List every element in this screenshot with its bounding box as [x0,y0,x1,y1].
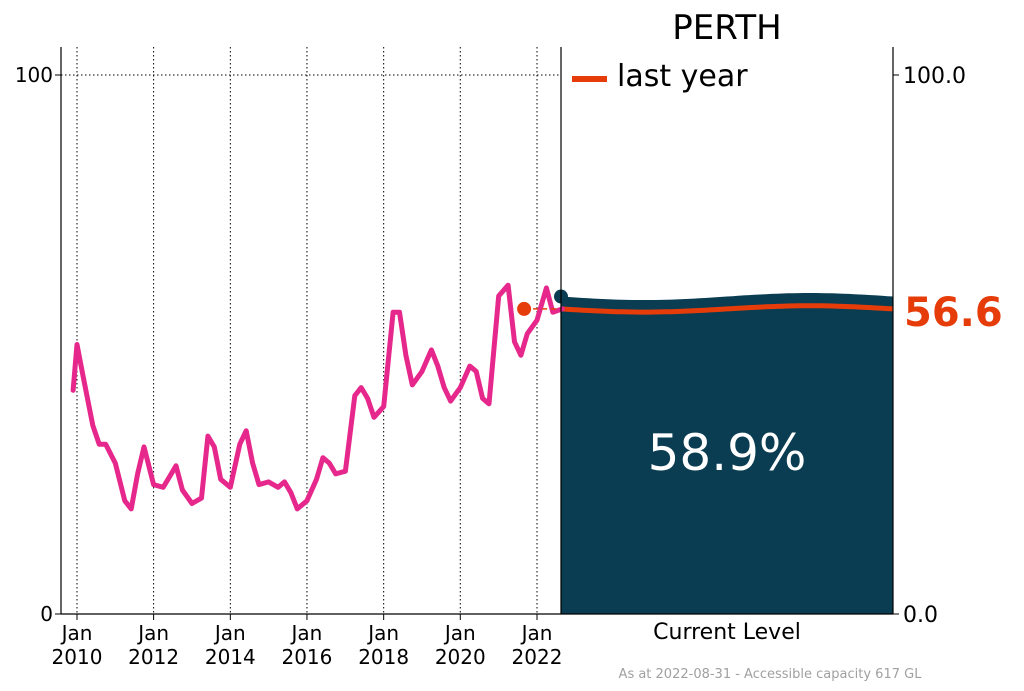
current-level-panel [560,293,894,614]
x-tick-label-2: Jan 2014 [205,621,256,669]
right-tick-label-1: 100.0 [903,64,966,89]
y-tick-label-0: 0 [40,602,53,626]
chart-title: PERTH [672,8,781,48]
right-tick-label-0: 0.0 [903,603,938,628]
x-tick-label-6: Jan 2022 [512,621,563,669]
current-level-value: 58.9% [648,424,807,482]
y-tick-label-1: 100 [15,63,53,87]
current-level-axis-label: Current Level [653,620,801,645]
last-year-point [517,301,532,316]
history-series [70,282,568,512]
legend-label-last-year: last year [617,59,748,94]
current-level-fill [561,293,893,614]
series-line [70,282,565,512]
x-tick-label-0: Jan 2010 [52,621,103,669]
tick-labels: 0 100 0.0 100.0 Jan 2010 Jan 2012 Jan 2014 Jan 2016… [15,63,966,669]
last-year-value-label: 56.6 [904,290,1003,336]
grid-layer [61,47,561,614]
last-year-level-line [560,303,894,315]
x-tick-label-5: Jan 2020 [435,621,486,669]
footnote: As at 2022-08-31 - Accessible capacity 6… [619,667,923,682]
x-tick-label-1: Jan 2012 [128,621,179,669]
x-tick-label-4: Jan 2018 [358,621,409,669]
x-tick-label-3: Jan 2016 [281,621,332,669]
legend: last year [572,59,748,94]
axes [55,47,899,620]
